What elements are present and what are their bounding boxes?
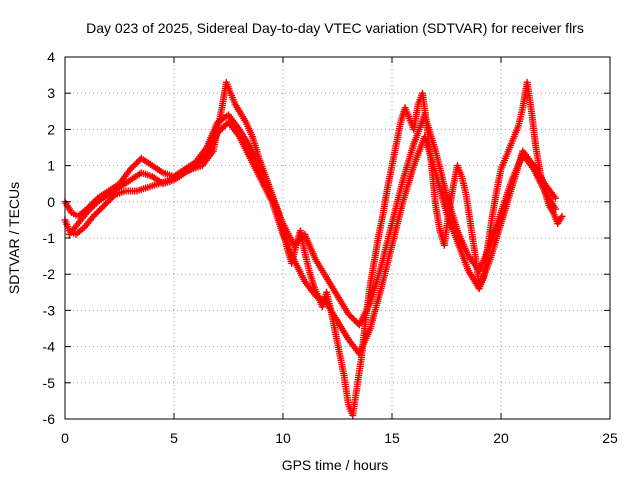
data-point-interp (103, 198, 111, 206)
y-tick-label: -4 (43, 339, 56, 355)
data-point-interp (86, 206, 94, 214)
data-point-interp (348, 313, 356, 321)
data-point-interp (94, 208, 102, 216)
y-tick-label: 2 (47, 121, 55, 137)
data-point-interp (346, 312, 354, 320)
y-tick-label: -3 (43, 302, 56, 318)
x-tick-label: 15 (384, 430, 400, 446)
data-point-interp (295, 237, 303, 245)
data-point (290, 241, 298, 249)
y-tick-label: -1 (43, 230, 56, 246)
data-point-interp (91, 201, 99, 209)
data-point-interp (352, 318, 360, 326)
data-point-interp (220, 123, 228, 131)
x-tick-label: 20 (493, 430, 509, 446)
data-point-interp (99, 203, 107, 211)
data-point-interp (349, 315, 357, 323)
data-point-interp (133, 159, 141, 167)
data-point-interp (97, 205, 105, 213)
data-point-interp (218, 124, 226, 132)
data-point-interp (89, 202, 97, 210)
data-point-interp (106, 195, 114, 203)
y-tick-labels: -6 -5 -4 -3 -2 -1 0 1 2 3 4 (43, 49, 56, 427)
x-tick-label: 5 (170, 430, 178, 446)
data-point-interp (298, 233, 306, 241)
data-point-interp (293, 238, 301, 246)
data-point-interp (96, 206, 104, 214)
data-series (61, 78, 566, 419)
data-point-interp (92, 209, 100, 217)
data-point (558, 212, 566, 220)
data-point (214, 129, 222, 137)
data-point-interp (196, 157, 204, 165)
data-point-interp (200, 154, 208, 162)
y-tick-label: -2 (43, 266, 56, 282)
data-point-interp (291, 240, 299, 248)
x-axis-label: GPS time / hours (282, 457, 389, 473)
y-tick-label: 3 (47, 85, 55, 101)
data-point-interp (296, 235, 304, 243)
x-tick-label: 0 (61, 430, 69, 446)
data-point (100, 201, 108, 209)
y-tick-label: 0 (47, 194, 55, 210)
axis-ticks (64, 56, 611, 420)
data-point-interp (215, 127, 223, 135)
y-tick-label: 1 (47, 158, 55, 174)
data-point-interp (131, 161, 139, 169)
data-point-interp (91, 211, 99, 219)
data-point-interp (198, 155, 206, 163)
y-tick-label: -6 (43, 411, 56, 427)
data-point-interp (193, 160, 201, 168)
data-point-interp (221, 121, 229, 129)
series-track-b (61, 111, 559, 329)
series-track-c (65, 118, 559, 358)
data-point-interp (130, 162, 138, 170)
data-point (552, 194, 559, 202)
data-point-interp (87, 204, 95, 212)
data-point-interp (134, 157, 142, 165)
y-tick-label: -5 (43, 375, 56, 391)
data-point (552, 205, 559, 213)
x-tick-label: 10 (275, 430, 291, 446)
chart-title: Day 023 of 2025, Sidereal Day-to-day VTE… (86, 20, 584, 36)
x-tick-label: 25 (602, 430, 618, 446)
data-point-interp (195, 158, 203, 166)
data-point-interp (84, 207, 92, 215)
data-point-interp (102, 200, 110, 208)
data-point (344, 310, 352, 318)
data-point-interp (217, 126, 225, 134)
data-point-interp (105, 197, 113, 205)
data-point-interp (201, 152, 209, 160)
y-tick-label: 4 (47, 49, 55, 65)
data-point (89, 212, 97, 220)
data-point-interp (351, 316, 359, 324)
data-point (192, 162, 200, 170)
y-axis-label: SDTVAR / TECUs (6, 182, 22, 294)
data-point (83, 209, 91, 217)
data-point-interp (128, 164, 136, 172)
x-tick-labels: 0 5 10 15 20 25 (61, 430, 618, 446)
data-point (126, 165, 134, 173)
